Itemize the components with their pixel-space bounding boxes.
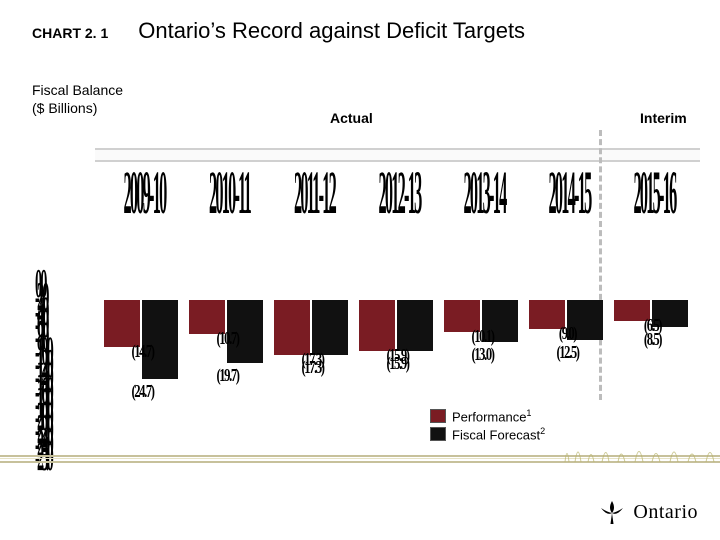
x-tick-label: 2013-14: [460, 160, 509, 230]
x-tick-label: 2011-12: [290, 160, 339, 230]
trillium-icon: [595, 498, 629, 526]
legend-label: Performance1: [452, 408, 531, 424]
chart-title: Ontario’s Record against Deficit Targets: [138, 18, 525, 44]
ontario-logo: Ontario: [595, 498, 698, 526]
bar-value-label: (15.9): [369, 353, 426, 374]
subtitle-line2: ($ Billions): [32, 100, 123, 118]
chart-number: CHART 2. 1: [32, 25, 108, 41]
x-tick-label: 2014-15: [545, 160, 594, 230]
region-label-interim: Interim: [640, 110, 687, 126]
y-axis-ticks: 0.0-2.0-4.0-6.0-8.0-10.0-12.0-14.0-16.0-…: [35, 278, 65, 464]
chart-header: CHART 2. 1 Ontario’s Record against Defi…: [0, 18, 720, 44]
bar-value-label: (14.7): [114, 341, 171, 362]
bar-performance: [104, 300, 140, 347]
bar-performance: [359, 300, 395, 351]
legend-swatch: [430, 427, 446, 441]
region-label-actual: Actual: [330, 110, 373, 126]
x-tick-label: 2010-11: [205, 160, 254, 230]
legend: Performance1 Fiscal Forecast2: [430, 408, 545, 445]
chart-area: 2009-10 2010-11 2011-12 2012-13 2013-14 2014-…: [35, 140, 700, 440]
logo-text: Ontario: [633, 501, 698, 524]
x-tick-label: 2012-13: [375, 160, 424, 230]
bar-value-label: (17.3): [284, 357, 341, 378]
legend-item: Performance1: [430, 408, 545, 424]
bar-performance: [274, 300, 310, 355]
legend-label: Fiscal Forecast2: [452, 426, 545, 442]
bar-value-label: (9.0): [539, 323, 596, 344]
legend-swatch: [430, 409, 446, 423]
x-axis-years: 2009-102010-112011-122012-132013-142014-…: [102, 160, 697, 192]
bar-forecast: [142, 300, 178, 379]
bar-value-label: (12.5): [539, 342, 596, 363]
subtitle-line1: Fiscal Balance: [32, 82, 123, 100]
bar-value-label: (24.7): [114, 381, 171, 402]
bar-value-label: (19.7): [199, 365, 256, 386]
bar-forecast: [397, 300, 433, 351]
footer-rule: [0, 455, 720, 463]
bar-value-label: (13.0): [454, 344, 511, 365]
bar-value-label: (8.5): [624, 329, 681, 350]
legend-item: Fiscal Forecast2: [430, 426, 545, 442]
x-tick-label: 2009-10: [120, 160, 169, 230]
bar-forecast: [312, 300, 348, 355]
bar-value-label: (10.7): [199, 328, 256, 349]
x-tick-label: 2015-16: [630, 160, 679, 230]
y-axis-title: Fiscal Balance ($ Billions): [32, 82, 123, 117]
